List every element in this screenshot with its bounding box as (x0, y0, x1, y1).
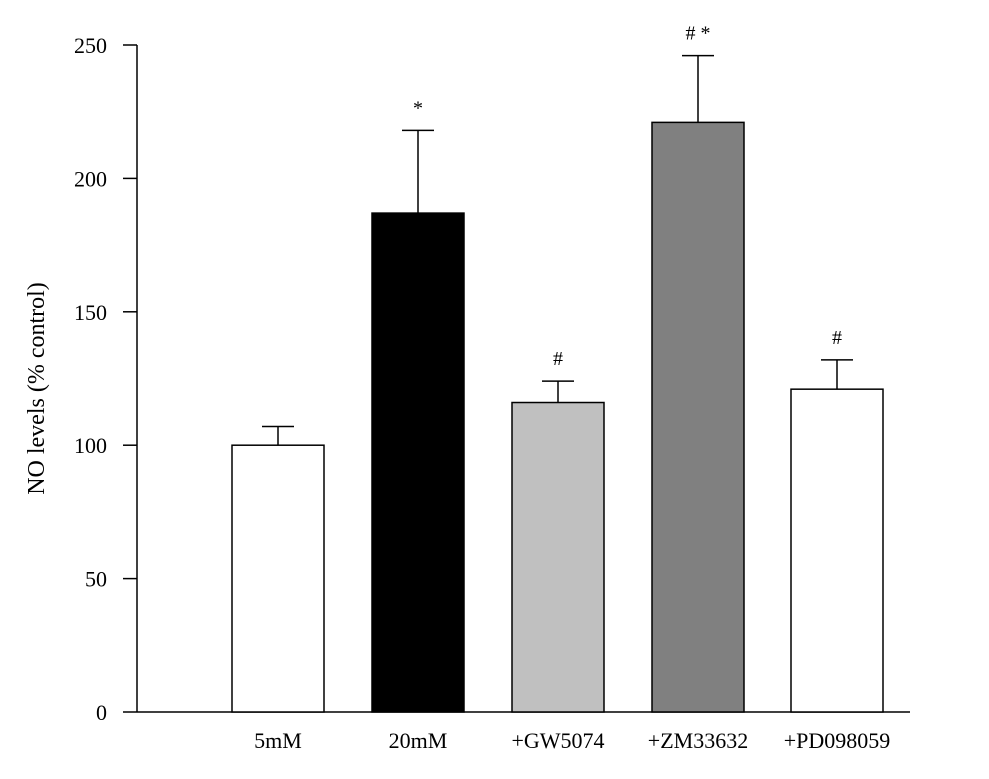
significance-label: # (832, 327, 842, 349)
x-tick-label: +ZM33632 (648, 728, 748, 753)
bar (790, 388, 884, 713)
bar (371, 212, 465, 713)
y-tick-label: 250 (74, 33, 107, 58)
x-tick-label: +GW5074 (511, 728, 604, 753)
bar (231, 444, 325, 713)
bar (511, 401, 605, 713)
y-axis-title: NO levels (% control) (24, 282, 50, 495)
y-tick-label: 150 (74, 300, 107, 325)
significance-label: # * (686, 23, 711, 45)
y-tick-label: 0 (96, 700, 107, 725)
significance-label: * (413, 97, 423, 119)
x-tick-label: +PD098059 (784, 728, 891, 753)
bars (231, 54, 884, 713)
x-tick-label: 5mM (254, 728, 302, 753)
bar (651, 121, 745, 713)
y-tick-label: 200 (74, 166, 107, 191)
y-tick-label: 50 (85, 567, 107, 592)
significance-label: # (553, 348, 563, 370)
x-tick-label: 20mM (389, 728, 448, 753)
y-tick-label: 100 (74, 433, 107, 458)
labels: 0 50 100 150 200 250 5mM * 20mM # +GW5074 # * +ZM336… (74, 23, 890, 753)
